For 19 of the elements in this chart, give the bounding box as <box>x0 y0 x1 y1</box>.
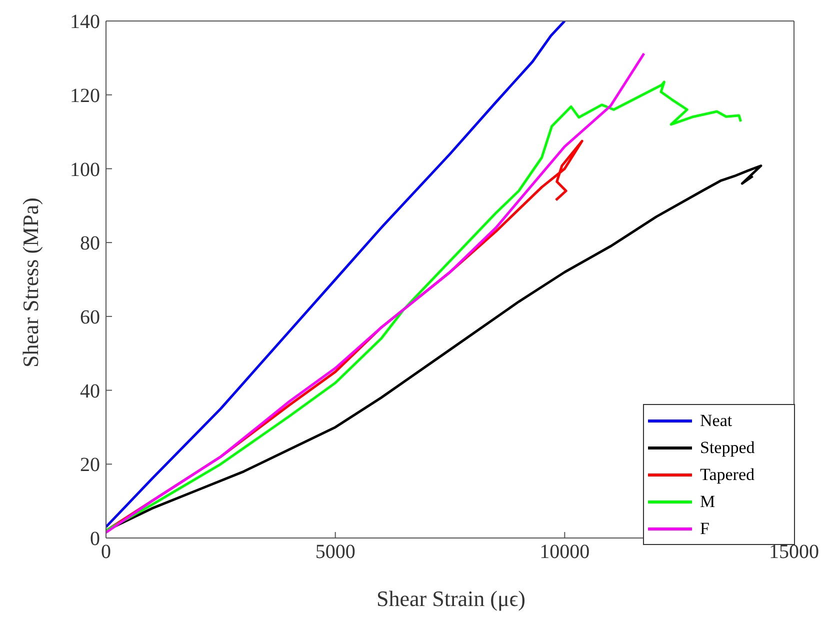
legend-label: M <box>700 492 716 512</box>
legend-label: Stepped <box>700 438 756 458</box>
y-tick-label: 60 <box>80 306 100 329</box>
line-series <box>106 52 646 534</box>
y-axis-title: Shear Stress (MPa) <box>18 198 43 368</box>
y-tick-label: 100 <box>70 158 100 181</box>
legend-label: F <box>700 518 710 538</box>
legend-label: Neat <box>700 410 734 430</box>
y-tick-label: 140 <box>70 11 100 34</box>
legend-label: Tapered <box>700 464 756 484</box>
x-tick-label: 15000 <box>769 541 819 564</box>
x-tick-label: 10000 <box>540 541 590 564</box>
x-axis-title: Shear Strain (μϵ) <box>376 586 526 611</box>
y-tick-label: 40 <box>80 380 100 402</box>
y-tick-label: 20 <box>80 454 100 476</box>
y-tick-label: 80 <box>80 232 100 255</box>
line-series <box>106 21 566 528</box>
x-tick-label: 5000 <box>315 541 356 564</box>
y-tick-label: 120 <box>70 84 100 107</box>
